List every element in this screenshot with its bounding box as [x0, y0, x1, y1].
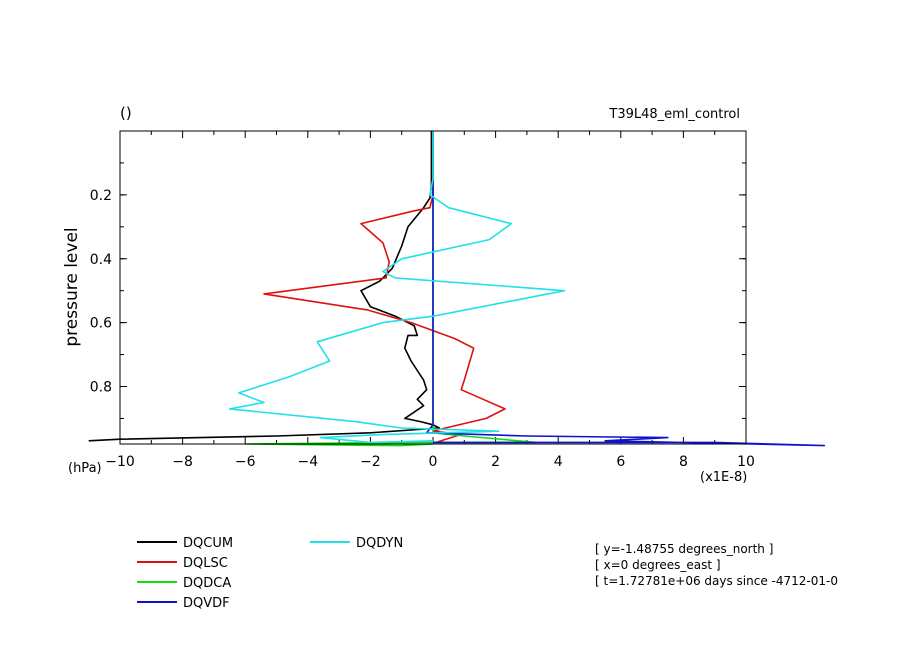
x-tick-label: 10 — [737, 454, 755, 470]
legend-label-dqdca: DQDCA — [183, 576, 231, 591]
y-tick-label: 0.2 — [90, 188, 112, 204]
series-group — [88, 131, 826, 447]
plot-frame — [119, 130, 747, 445]
annotations: [ y=-1.48755 degrees_north ] [ x=0 degree… — [595, 542, 838, 588]
chart-title-left: () — [120, 104, 132, 122]
y-axis-label: pressure level — [62, 227, 82, 346]
series-line-dqdyn — [228, 131, 566, 444]
x-tick-label: 6 — [616, 454, 625, 470]
x-tick-label: −4 — [297, 454, 318, 470]
x-tick-label: 2 — [491, 454, 500, 470]
legend-label-dqdyn: DQDYN — [356, 536, 403, 551]
legend-label-dqvdf: DQVDF — [183, 596, 230, 611]
legend: DQCUM DQLSC DQDCA DQVDF DQDYN — [137, 536, 403, 611]
annotation-text: [ t=1.72781e+06 days since -4712-01-0 — [595, 574, 838, 588]
x-tick-label: −2 — [360, 454, 381, 470]
axis-ticks: −10 −8 −6 −4 −2 0 2 4 6 8 10 0.2 0.4 0.6 0.8 — [90, 131, 755, 470]
annotation-text: [ x=0 degrees_east ] — [595, 558, 721, 572]
x-tick-label: 8 — [679, 454, 688, 470]
y-axis-unit: (hPa) — [68, 461, 102, 476]
y-tick-label: 0.6 — [90, 316, 112, 332]
chart-title-right: T39L48_eml_control — [608, 107, 740, 122]
x-tick-label: −8 — [172, 454, 193, 470]
series-line-dqvdf — [425, 131, 826, 447]
x-axis-unit: (x1E-8) — [700, 470, 747, 485]
x-tick-label: −6 — [235, 454, 256, 470]
y-tick-label: 0.8 — [90, 380, 112, 396]
legend-label-dqcum: DQCUM — [183, 536, 233, 551]
x-tick-label: −10 — [105, 454, 135, 470]
legend-label-dqlsc: DQLSC — [183, 556, 228, 571]
x-tick-label: 0 — [429, 454, 438, 470]
annotation-text: [ y=-1.48755 degrees_north ] — [595, 542, 773, 556]
x-tick-label: 4 — [554, 454, 563, 470]
y-tick-label: 0.4 — [90, 252, 112, 268]
